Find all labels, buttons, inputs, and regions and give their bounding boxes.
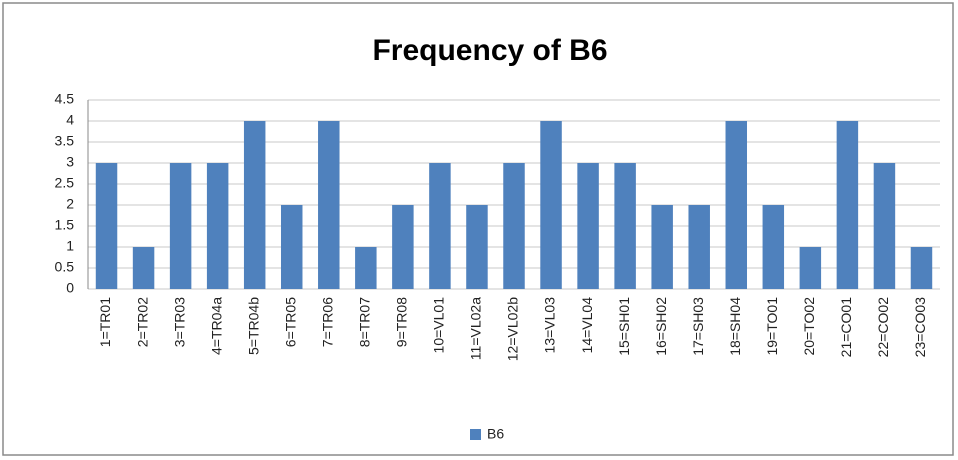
y-tick-label: 3.5 [55,133,75,149]
x-tick-label: 7=TR06 [319,297,335,347]
x-tick-label: 8=TR07 [357,297,373,347]
x-tick-label: 10=VL01 [431,297,447,354]
x-tick-label: 2=TR02 [134,297,150,347]
y-tick-label: 4 [66,112,74,128]
bar [799,247,822,289]
bar [873,163,896,289]
x-tick-label: 21=CO01 [838,297,854,358]
chart-title: Frequency of B6 [372,34,607,67]
bar [169,163,192,289]
bar [243,121,266,289]
x-tick-label: 20=TO02 [801,297,817,356]
x-tick-label: 4=TR04a [208,297,224,355]
y-tick-label: 1.5 [55,217,75,233]
x-tick-label: 5=TR04b [245,297,261,355]
bar [762,205,785,289]
bar [318,121,340,289]
bar [836,121,859,289]
y-tick-label: 2 [66,196,74,212]
x-tick-label: 19=TO01 [764,297,780,356]
y-tick-label: 0 [66,280,74,296]
legend-label: B6 [487,426,504,442]
bar [132,247,155,289]
bar [910,247,933,289]
x-tick-label: 15=SH01 [616,297,632,356]
x-tick-label: 14=VL04 [579,297,595,354]
bar [392,205,414,289]
bar [577,163,599,289]
bar [280,205,303,289]
bar [614,163,636,289]
y-tick-label: 3 [66,154,74,170]
bar [725,121,748,289]
bar [466,205,488,289]
bar [355,247,377,289]
y-tick-label: 0.5 [55,259,75,275]
x-tick-label: 18=SH04 [727,297,743,356]
x-tick-label: 23=CO03 [912,297,928,358]
bar [206,163,229,289]
bar [429,163,451,289]
x-tick-label: 12=VL02b [505,297,521,361]
bar [503,163,525,289]
bar [688,205,710,289]
x-tick-label: 17=SH03 [690,297,706,356]
x-tick-label: 22=CO02 [875,297,891,358]
bar [540,121,562,289]
legend-swatch [470,429,481,440]
x-tick-label: 16=SH02 [653,297,669,356]
y-tick-label: 1 [66,238,74,254]
x-tick-label: 9=TR08 [394,297,410,347]
y-tick-label: 4.5 [55,91,75,107]
y-tick-label: 2.5 [55,175,75,191]
x-tick-label: 3=TR03 [171,297,187,347]
bar [651,205,673,289]
x-tick-label: 1=TR01 [97,297,113,347]
x-tick-label: 11=VL02a [468,297,484,360]
bar [95,163,118,289]
x-tick-label: 13=VL03 [542,297,558,354]
x-tick-label: 6=TR05 [282,297,298,347]
